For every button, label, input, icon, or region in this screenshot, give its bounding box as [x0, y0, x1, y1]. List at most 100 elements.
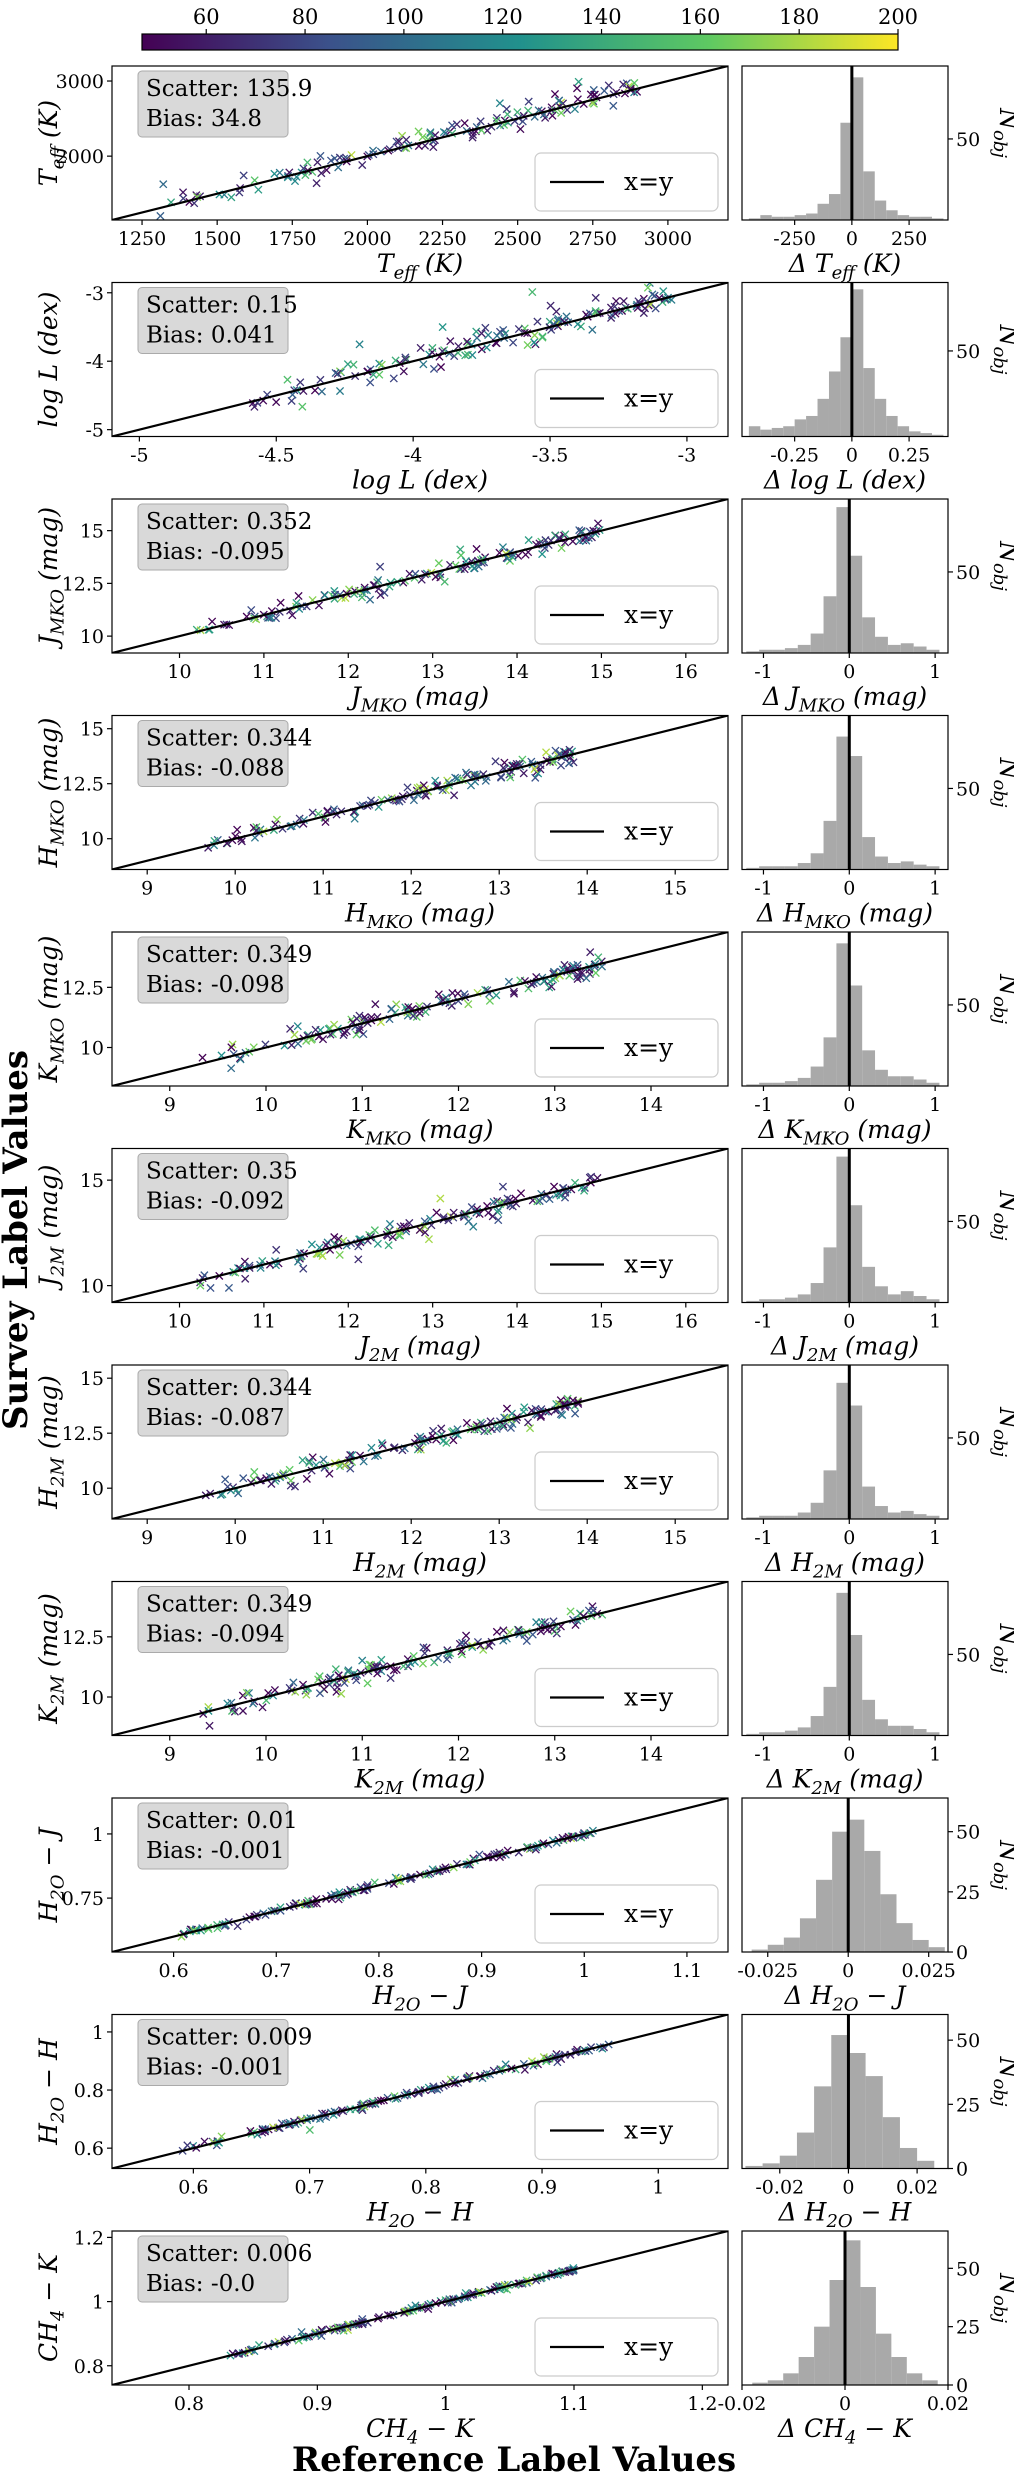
- histogram-bar: [796, 2132, 815, 2169]
- scatter-point: [530, 338, 539, 347]
- hist-x-tick-label: 0: [843, 1311, 855, 1333]
- hist-y-tick-label: 50: [956, 995, 980, 1017]
- scatter-point: [604, 81, 613, 90]
- stats-box: [137, 1369, 289, 1437]
- histogram-bar: [748, 426, 761, 437]
- scatter-point: [533, 317, 542, 326]
- x-tick-label: 12: [446, 1094, 470, 1116]
- histogram-bar: [823, 1037, 837, 1086]
- x-tick-label: 1: [652, 2177, 664, 2199]
- scatter-point: [439, 128, 448, 137]
- legend-box: [534, 1451, 719, 1511]
- scatter-point: [467, 1203, 476, 1212]
- hist-x-tick-label: -1: [754, 1094, 773, 1116]
- y-axis-label: JMKO​ (mag): [34, 507, 68, 650]
- scatter-point: [650, 291, 659, 300]
- x-axis-label: H2O​ − H: [366, 2198, 475, 2232]
- hist-x-tick-label: -0.02: [718, 2393, 767, 2415]
- scatter-point: [449, 1208, 458, 1217]
- hist-y-axis-label: Nobj: [989, 2272, 1014, 2323]
- x-tick-label: 0.9: [302, 2393, 332, 2415]
- histogram-bar: [759, 1732, 773, 1736]
- scatter-stat: Scatter: 0.35: [146, 1159, 298, 1185]
- x-axis-label: HMKO​ (mag): [344, 899, 495, 933]
- histogram-bar: [862, 1050, 876, 1086]
- histogram-bar: [746, 1084, 760, 1086]
- scatter-point: [480, 1427, 489, 1436]
- x-axis-label: H2O​ − J: [372, 1981, 470, 2015]
- histogram-bar: [896, 1923, 913, 1952]
- hist-x-tick-label: -0.02: [755, 2177, 804, 2199]
- x-tick-label: 3000: [644, 228, 692, 250]
- legend-label: x=y: [624, 1250, 674, 1279]
- scatter-point: [441, 786, 450, 795]
- y-tick-label: 10: [80, 1276, 104, 1298]
- scatter-point: [403, 783, 412, 792]
- histogram-bar: [832, 1831, 849, 1952]
- histogram-bar: [784, 648, 798, 653]
- hist-x-tick-label: -0.25: [770, 445, 819, 467]
- hist-y-axis-label: Nobj: [989, 1190, 1014, 1241]
- scatter-point: [502, 1404, 512, 1413]
- scatter-point: [460, 565, 469, 574]
- bias-stat: Bias: -0.095: [146, 539, 284, 565]
- scatter-point: [643, 283, 652, 292]
- histogram-bars: [752, 2240, 938, 2385]
- scatter-point: [299, 1264, 308, 1273]
- x-tick-label: 1: [578, 1960, 590, 1982]
- legend-box: [534, 1018, 719, 1078]
- scatter-point: [509, 987, 518, 996]
- histogram-bar: [913, 1296, 927, 1303]
- histogram-bar: [760, 429, 772, 437]
- hist-y-tick-label: 50: [956, 341, 980, 363]
- x-tick-label: 2500: [493, 228, 541, 250]
- scatter-point: [337, 1689, 346, 1698]
- scatter-point: [440, 577, 449, 586]
- x-tick-label: -5: [130, 445, 149, 467]
- chart-row-CH4-K: 0.8 0.9 1 1.1 1.2 0.8 1 1.2 CH4​ − K CH4​ − K Scat…: [34, 2227, 1014, 2448]
- hist-y-axis-label: Nobj: [989, 1839, 1014, 1890]
- hist-x-tick-label: 0: [843, 661, 855, 683]
- scatter-point: [196, 1281, 205, 1290]
- histogram-bar: [817, 398, 829, 437]
- scatter-point: [375, 359, 384, 368]
- x-tick-label: 11: [252, 661, 276, 683]
- scatter-point: [347, 151, 356, 160]
- histogram-bar: [784, 1730, 798, 1736]
- scatter-point: [469, 564, 479, 573]
- x-axis-label: K2M​ (mag): [354, 1765, 486, 1799]
- histogram-bar: [806, 213, 818, 220]
- scatter-point: [451, 773, 460, 782]
- legend-box: [534, 368, 719, 429]
- hist-x-tick-label: 0: [843, 1094, 855, 1116]
- histogram-bar: [772, 866, 785, 870]
- scatter-point: [509, 989, 519, 998]
- one-to-one-line: [112, 2231, 728, 2385]
- histogram-bars: [746, 1592, 940, 1736]
- histogram-bar: [851, 289, 864, 437]
- scatter-point: [409, 796, 418, 805]
- scatter-point: [359, 1457, 368, 1466]
- scatter-point: [217, 2132, 226, 2141]
- scatter-point: [421, 1228, 430, 1237]
- stats-box: [137, 70, 289, 138]
- hist-x-tick-label: 0: [846, 228, 858, 250]
- scatter-point: [392, 1665, 401, 1674]
- hist-y-axis-label: Nobj: [989, 2056, 1014, 2107]
- histogram-bar: [783, 216, 795, 220]
- hist-x-tick-label: -1: [754, 1744, 773, 1766]
- y-tick-label: 15: [80, 1368, 104, 1390]
- scatter-point: [405, 1218, 414, 1228]
- x-tick-label: 10: [254, 1094, 278, 1116]
- legend-label: x=y: [624, 384, 674, 413]
- scatter-point: [513, 108, 522, 117]
- scatter-point: [431, 776, 440, 785]
- scatter-point: [609, 101, 618, 110]
- hist-x-tick-label: 250: [891, 228, 927, 250]
- histogram-axes-frame: [741, 1580, 949, 1737]
- scatter-point: [267, 1479, 276, 1488]
- scatter-point: [528, 288, 537, 297]
- hist-x-axis-label: Δ K2M​ (mag): [766, 1765, 924, 1799]
- scatter-point: [354, 1242, 363, 1251]
